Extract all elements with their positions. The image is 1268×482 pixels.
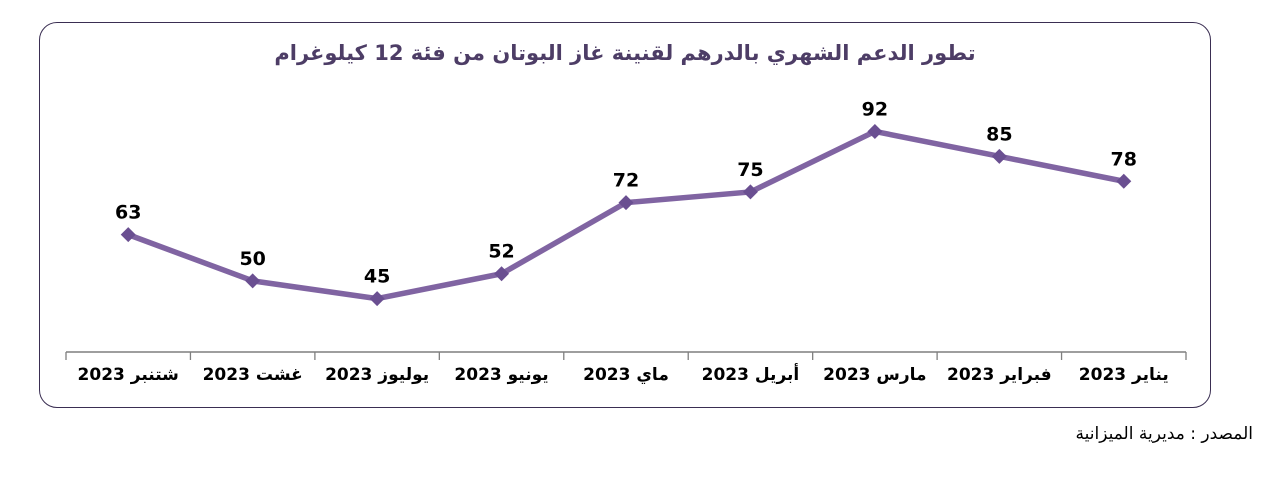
x-axis-label: يوليوز 2023 — [325, 365, 430, 385]
data-point-label: 45 — [364, 266, 390, 288]
data-point-label: 72 — [613, 170, 639, 192]
source-caption: المصدر : مديرية الميزانية — [1075, 424, 1253, 444]
data-point-label: 92 — [862, 98, 888, 120]
data-point-marker — [742, 184, 758, 200]
x-axis-label: يونيو 2023 — [454, 365, 549, 385]
data-point-marker — [1116, 173, 1132, 189]
data-point-label: 85 — [986, 123, 1012, 145]
x-axis-label: فبراير 2023 — [946, 365, 1052, 385]
line-series — [125, 128, 1127, 302]
data-point-label: 63 — [115, 202, 141, 224]
x-axis-label: مارس 2023 — [823, 365, 927, 385]
chart-frame: تطور الدعم الشهري بالدرهم لقنينة غاز الب… — [39, 22, 1211, 408]
data-point-marker — [618, 195, 634, 211]
data-point-marker — [120, 227, 136, 243]
chart-title: تطور الدعم الشهري بالدرهم لقنينة غاز الب… — [274, 41, 976, 65]
data-point-marker — [369, 291, 385, 307]
data-point-marker — [494, 266, 510, 282]
x-axis-label: شتنبر 2023 — [77, 365, 179, 385]
x-axis-label: ماي 2023 — [583, 365, 669, 385]
data-point-marker — [867, 123, 883, 139]
data-point-marker — [991, 148, 1007, 164]
data-point-label: 50 — [239, 248, 265, 270]
data-point-label: 52 — [488, 241, 514, 263]
data-point-label: 75 — [737, 159, 763, 181]
x-axis-label: غشت 2023 — [202, 365, 303, 385]
data-point-marker — [245, 273, 261, 289]
x-axis-label: يناير 2023 — [1078, 365, 1169, 385]
data-point-label: 78 — [1111, 148, 1137, 170]
line-plot: 78 85 92 75 72 52 45 50 63 — [65, 98, 1187, 360]
x-axis-label: أبريل 2023 — [701, 365, 800, 385]
